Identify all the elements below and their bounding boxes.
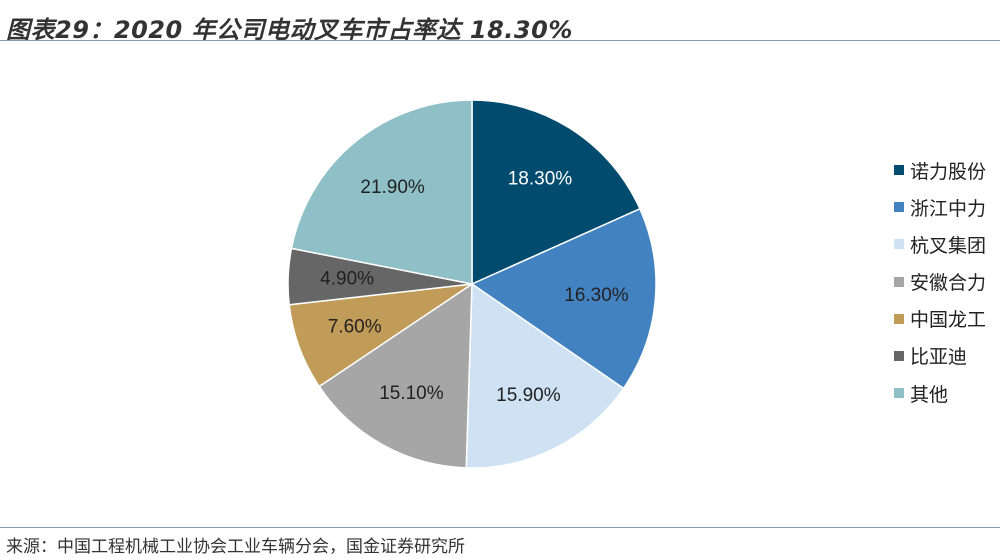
legend-item-0: 诺力股份	[894, 158, 987, 183]
slice-data-label-5: 4.90%	[320, 268, 374, 289]
chart-title: 图表29：2020 年公司电动叉车市占率达 18.30%	[6, 16, 573, 44]
legend-item-4: 中国龙工	[894, 307, 986, 331]
slice-data-label-0: 18.30%	[508, 169, 573, 190]
slice-data-label-6: 21.90%	[360, 177, 425, 198]
source-divider	[0, 527, 1000, 528]
legend-label: 杭叉集团	[910, 234, 987, 257]
legend-item-1: 浙江中力	[894, 195, 987, 220]
slice-data-label-3: 15.10%	[379, 383, 444, 404]
legend-swatch	[894, 276, 904, 287]
legend-swatch	[894, 388, 904, 399]
legend-label: 浙江中力	[910, 197, 987, 220]
legend-item-3: 安徽合力	[894, 270, 986, 294]
title-divider	[0, 40, 1000, 41]
legend-swatch	[894, 239, 904, 250]
legend-label: 安徽合力	[910, 272, 987, 295]
chart-legend: 诺力股份浙江中力杭叉集团安徽合力中国龙工比亚迪其他	[894, 158, 986, 418]
legend-item-6: 其他	[894, 381, 986, 406]
legend-label: 中国龙工	[910, 309, 987, 332]
legend-swatch	[894, 313, 904, 324]
legend-item-2: 杭叉集团	[894, 232, 987, 257]
pie-slice-0	[471, 99, 641, 286]
pie-slice-1	[470, 207, 657, 390]
slice-data-label-1: 16.30%	[564, 285, 629, 306]
legend-label: 其他	[910, 383, 949, 406]
legend-swatch	[894, 350, 904, 361]
pie-slice-2	[465, 282, 625, 469]
legend-label: 比亚迪	[910, 346, 968, 369]
source-note: 来源：中国工程机械工业协会工业车辆分会，国金证券研究所	[6, 537, 465, 557]
legend-swatch	[894, 165, 904, 175]
legend-label: 诺力股份	[910, 160, 987, 183]
legend-item-5: 比亚迪	[894, 344, 986, 368]
pie-slice-6	[290, 99, 473, 285]
slice-data-label-2: 15.90%	[496, 385, 561, 406]
slice-data-label-4: 7.60%	[328, 317, 382, 338]
legend-swatch	[894, 202, 904, 213]
pie-slice-3	[318, 282, 473, 469]
